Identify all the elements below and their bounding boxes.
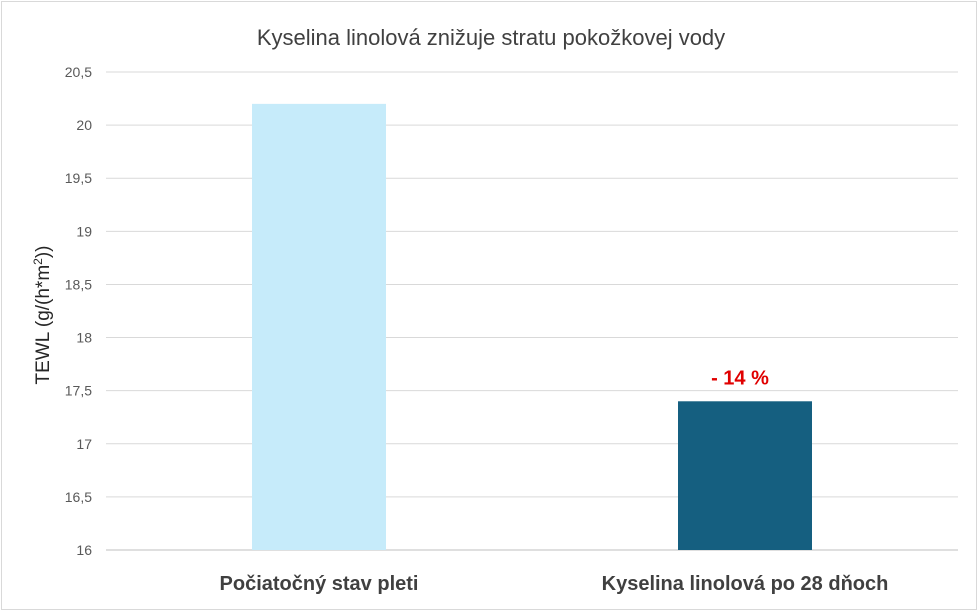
y-axis-label-sup: 2 — [31, 258, 45, 265]
bar — [678, 401, 812, 550]
y-tick-label: 16,5 — [65, 489, 92, 505]
bar — [252, 103, 386, 550]
annotations: - 14 % — [711, 367, 769, 389]
x-tick-labels: Počiatočný stav pleti Kyselina linolová p… — [220, 573, 889, 595]
x-tick-label: Kyselina linolová po 28 dňoch — [602, 573, 889, 595]
y-tick-label: 19,5 — [65, 170, 92, 186]
y-tick-label: 17 — [76, 436, 92, 452]
y-axis-label: TEWL (g/(h*m2)) — [31, 246, 54, 385]
y-tick-label: 19 — [76, 223, 92, 239]
y-axis-label-text: TEWL (g/(h*m — [33, 265, 54, 385]
y-tick-label: 18 — [76, 330, 92, 346]
y-tick-label: 20,5 — [65, 64, 92, 80]
y-tick-label: 20 — [76, 117, 92, 133]
bars — [252, 103, 812, 550]
gridlines — [106, 71, 958, 551]
chart-title: Kyselina linolová znižuje stratu pokožko… — [257, 25, 725, 50]
data-label: - 14 % — [711, 367, 769, 389]
y-axis-label-close: )) — [33, 246, 54, 259]
y-tick-label: 18,5 — [65, 276, 92, 292]
y-tick-labels: 16 16,5 17 17,5 18 18,5 19 19,5 20 20,5 — [65, 64, 92, 558]
x-tick-label: Počiatočný stav pleti — [220, 573, 419, 595]
y-tick-label: 16 — [76, 542, 92, 558]
y-tick-label: 17,5 — [65, 383, 92, 399]
